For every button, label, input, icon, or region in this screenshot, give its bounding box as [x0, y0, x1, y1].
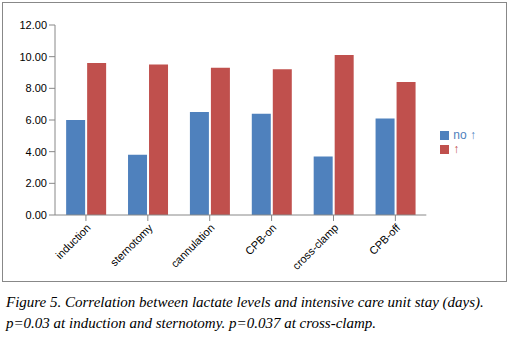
svg-text:CPB-on: CPB-on: [243, 221, 279, 257]
svg-text:induction: induction: [53, 221, 93, 261]
svg-text:12.00: 12.00: [19, 19, 47, 31]
svg-text:cannulation: cannulation: [168, 221, 216, 269]
svg-text:8.00: 8.00: [26, 82, 47, 94]
svg-text:6.00: 6.00: [26, 114, 47, 126]
svg-text:2.00: 2.00: [26, 177, 47, 189]
html-text:Figure 5. Correlation between: Figure 5. Correlation between lactate le…: [6, 294, 484, 331]
svg-text:0.00: 0.00: [26, 209, 47, 221]
svg-text:4.00: 4.00: [26, 146, 47, 158]
svg-text:10.00: 10.00: [19, 51, 47, 63]
html-text:no ↑: no ↑: [453, 128, 476, 142]
svg-text:CPB-off: CPB-off: [367, 221, 403, 257]
svg-text:sternotomy: sternotomy: [108, 221, 155, 268]
svg-text:cross-clamp: cross-clamp: [290, 221, 340, 271]
